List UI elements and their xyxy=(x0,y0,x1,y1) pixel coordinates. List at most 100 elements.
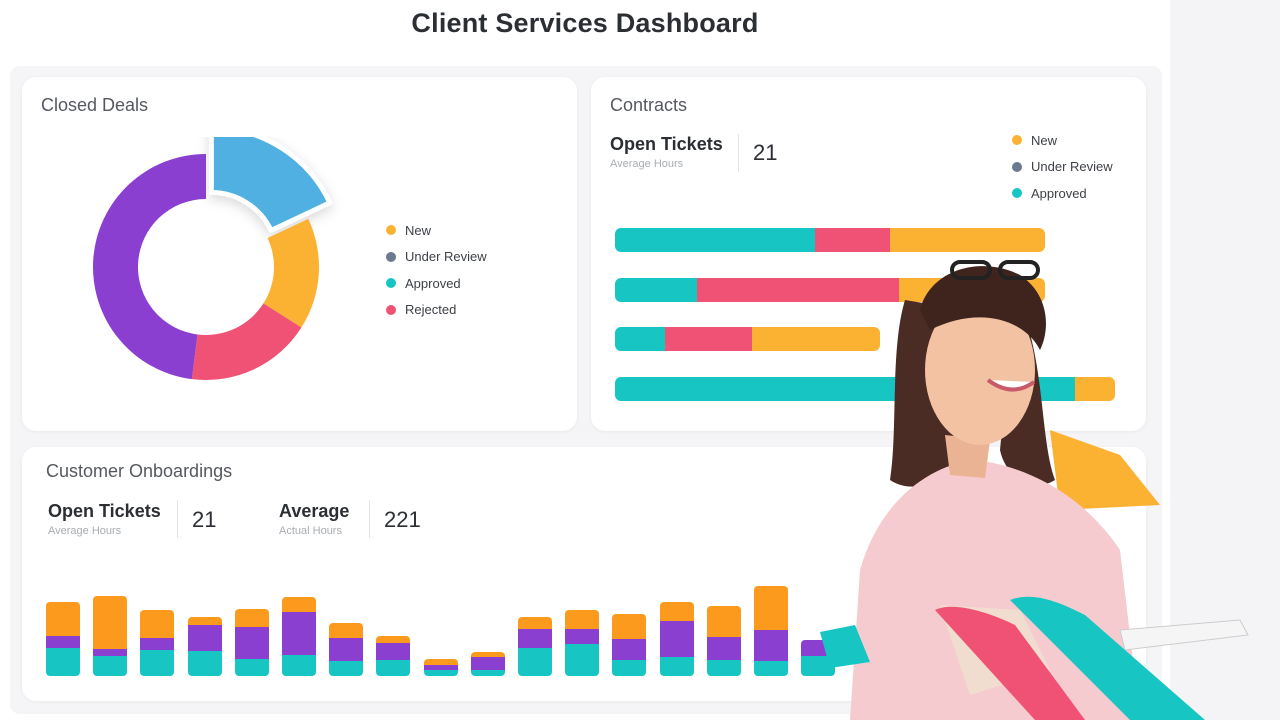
contracts-bar-segment xyxy=(752,327,880,351)
onboarding-bar-segment xyxy=(659,602,694,621)
onboarding-bar-segment xyxy=(93,596,128,649)
onboarding-bar-segment xyxy=(754,661,788,676)
onboarding-bar-segment xyxy=(565,610,600,629)
onboarding-bar xyxy=(518,617,552,676)
onboarding-bar-segment xyxy=(187,625,222,651)
onboarding-bar xyxy=(187,617,222,676)
onboarding-bar xyxy=(234,609,269,676)
stat-divider xyxy=(177,500,178,538)
decorative-teal-shape xyxy=(820,625,870,668)
contracts-bar-segment xyxy=(615,277,697,302)
onboarding-bar-segment xyxy=(754,630,788,661)
onboarding-bar-segment xyxy=(518,648,552,676)
glasses-icon xyxy=(998,260,1040,280)
legend-dot-icon xyxy=(1012,135,1022,146)
onboarding-bar xyxy=(565,610,600,676)
onboarding-bar-segment xyxy=(801,656,836,676)
onboarding-bar-segment xyxy=(187,651,222,676)
donut-slice xyxy=(208,137,334,234)
onboarding-bar-segment xyxy=(565,629,600,644)
onboarding-bar-segment xyxy=(329,623,364,638)
onboarding-bar xyxy=(282,597,316,676)
onboarding-bar-segment xyxy=(423,665,458,670)
woman-with-notebook-image xyxy=(820,260,1249,720)
onboarding-bar xyxy=(46,602,80,676)
onboarding-open-tickets-label: Open Tickets xyxy=(48,501,161,521)
onboarding-bar xyxy=(93,596,128,676)
legend-label: Under Review xyxy=(1031,159,1113,175)
contracts-bar-segment xyxy=(615,228,815,252)
onboarding-bar-segment xyxy=(706,637,741,660)
onboarding-bar-segment xyxy=(423,670,458,676)
onboarding-bar-segment xyxy=(282,612,316,655)
decorative-teal-shape xyxy=(1010,596,1205,720)
onboarding-bar-segment xyxy=(140,638,175,650)
onboarding-bar-segment xyxy=(706,660,741,676)
onboarding-bar xyxy=(754,586,788,676)
contracts-bar-segment xyxy=(815,228,890,252)
onboarding-bar-segment xyxy=(518,629,552,648)
onboarding-bar-segment xyxy=(282,655,316,676)
onboarding-bar-segment xyxy=(282,597,316,612)
smile xyxy=(986,378,1036,392)
legend-dot-icon xyxy=(386,304,396,315)
onboarding-bar-segment xyxy=(376,636,411,643)
legend-dot-icon xyxy=(1012,161,1022,172)
onboarding-open-tickets-sub: Average Hours xyxy=(48,525,122,537)
onboarding-bar xyxy=(470,652,505,676)
onboarding-bar-segment xyxy=(234,659,269,676)
donut-slice xyxy=(92,154,206,380)
onboarding-bar-segment xyxy=(659,657,694,676)
onboarding-bar-segment xyxy=(234,609,269,627)
open-tickets-label: Open Tickets xyxy=(610,134,723,154)
donut-slice xyxy=(191,303,302,380)
onboarding-bar-segment xyxy=(612,639,647,660)
onboarding-bar-segment xyxy=(376,660,411,676)
onboarding-bar-segment xyxy=(706,606,741,637)
onboarding-bar xyxy=(659,602,694,676)
legend-item-new: New xyxy=(1012,127,1113,154)
glasses-icon xyxy=(950,260,992,280)
contracts-bar-segment xyxy=(890,228,1045,252)
onboarding-bar-segment xyxy=(376,643,411,660)
onboarding-bar xyxy=(706,606,741,676)
legend-dot-icon xyxy=(386,278,396,289)
onboarding-bar-segment xyxy=(329,661,364,676)
legend-label: Approved xyxy=(1031,185,1087,201)
onboardings-title: Customer Onboardings xyxy=(46,461,233,481)
onboarding-bar-segment xyxy=(140,650,175,676)
onboarding-bar xyxy=(376,636,411,676)
onboarding-bar-segment xyxy=(329,638,364,661)
closed-deals-card: Closed Deals New Under Review Approved Reje… xyxy=(22,77,577,431)
legend-dot-icon xyxy=(386,225,396,236)
closed-deals-legend: New Under Review Approved Rejected xyxy=(386,217,487,323)
onboarding-bar-segment xyxy=(470,657,505,670)
onboarding-average-value: 221 xyxy=(384,507,421,532)
neck xyxy=(945,435,990,478)
legend-item-rejected: Rejected xyxy=(386,297,487,324)
legend-label: New xyxy=(405,222,432,238)
legend-item-approved: Approved xyxy=(386,270,487,297)
decorative-pink-shape xyxy=(935,606,1085,720)
onboarding-bar-segment xyxy=(754,586,788,630)
legend-item-under-review: Under Review xyxy=(386,244,487,271)
onboarding-bar xyxy=(423,659,458,676)
contracts-bar-segment xyxy=(615,327,665,351)
onboarding-bar-segment xyxy=(46,636,80,648)
legend-item-under-review: Under Review xyxy=(1012,154,1113,181)
onboarding-bar-segment xyxy=(470,652,505,657)
onboardings-card: Customer Onboardings Open Tickets Averag… xyxy=(22,447,1146,701)
onboarding-bar xyxy=(612,614,647,676)
onboarding-bar-segment xyxy=(234,627,269,659)
notebook-page xyxy=(1119,619,1249,651)
hair-top xyxy=(920,266,1046,350)
contracts-bar xyxy=(615,228,1045,252)
legend-label: Under Review xyxy=(405,249,487,265)
legend-dot-icon xyxy=(386,251,396,262)
onboarding-bar-segment xyxy=(46,602,80,636)
onboarding-bar-segment xyxy=(518,617,552,629)
onboarding-bar-segment xyxy=(565,644,600,676)
face xyxy=(925,295,1035,445)
legend-label: New xyxy=(1031,132,1058,148)
onboarding-bar-segment xyxy=(612,614,647,639)
